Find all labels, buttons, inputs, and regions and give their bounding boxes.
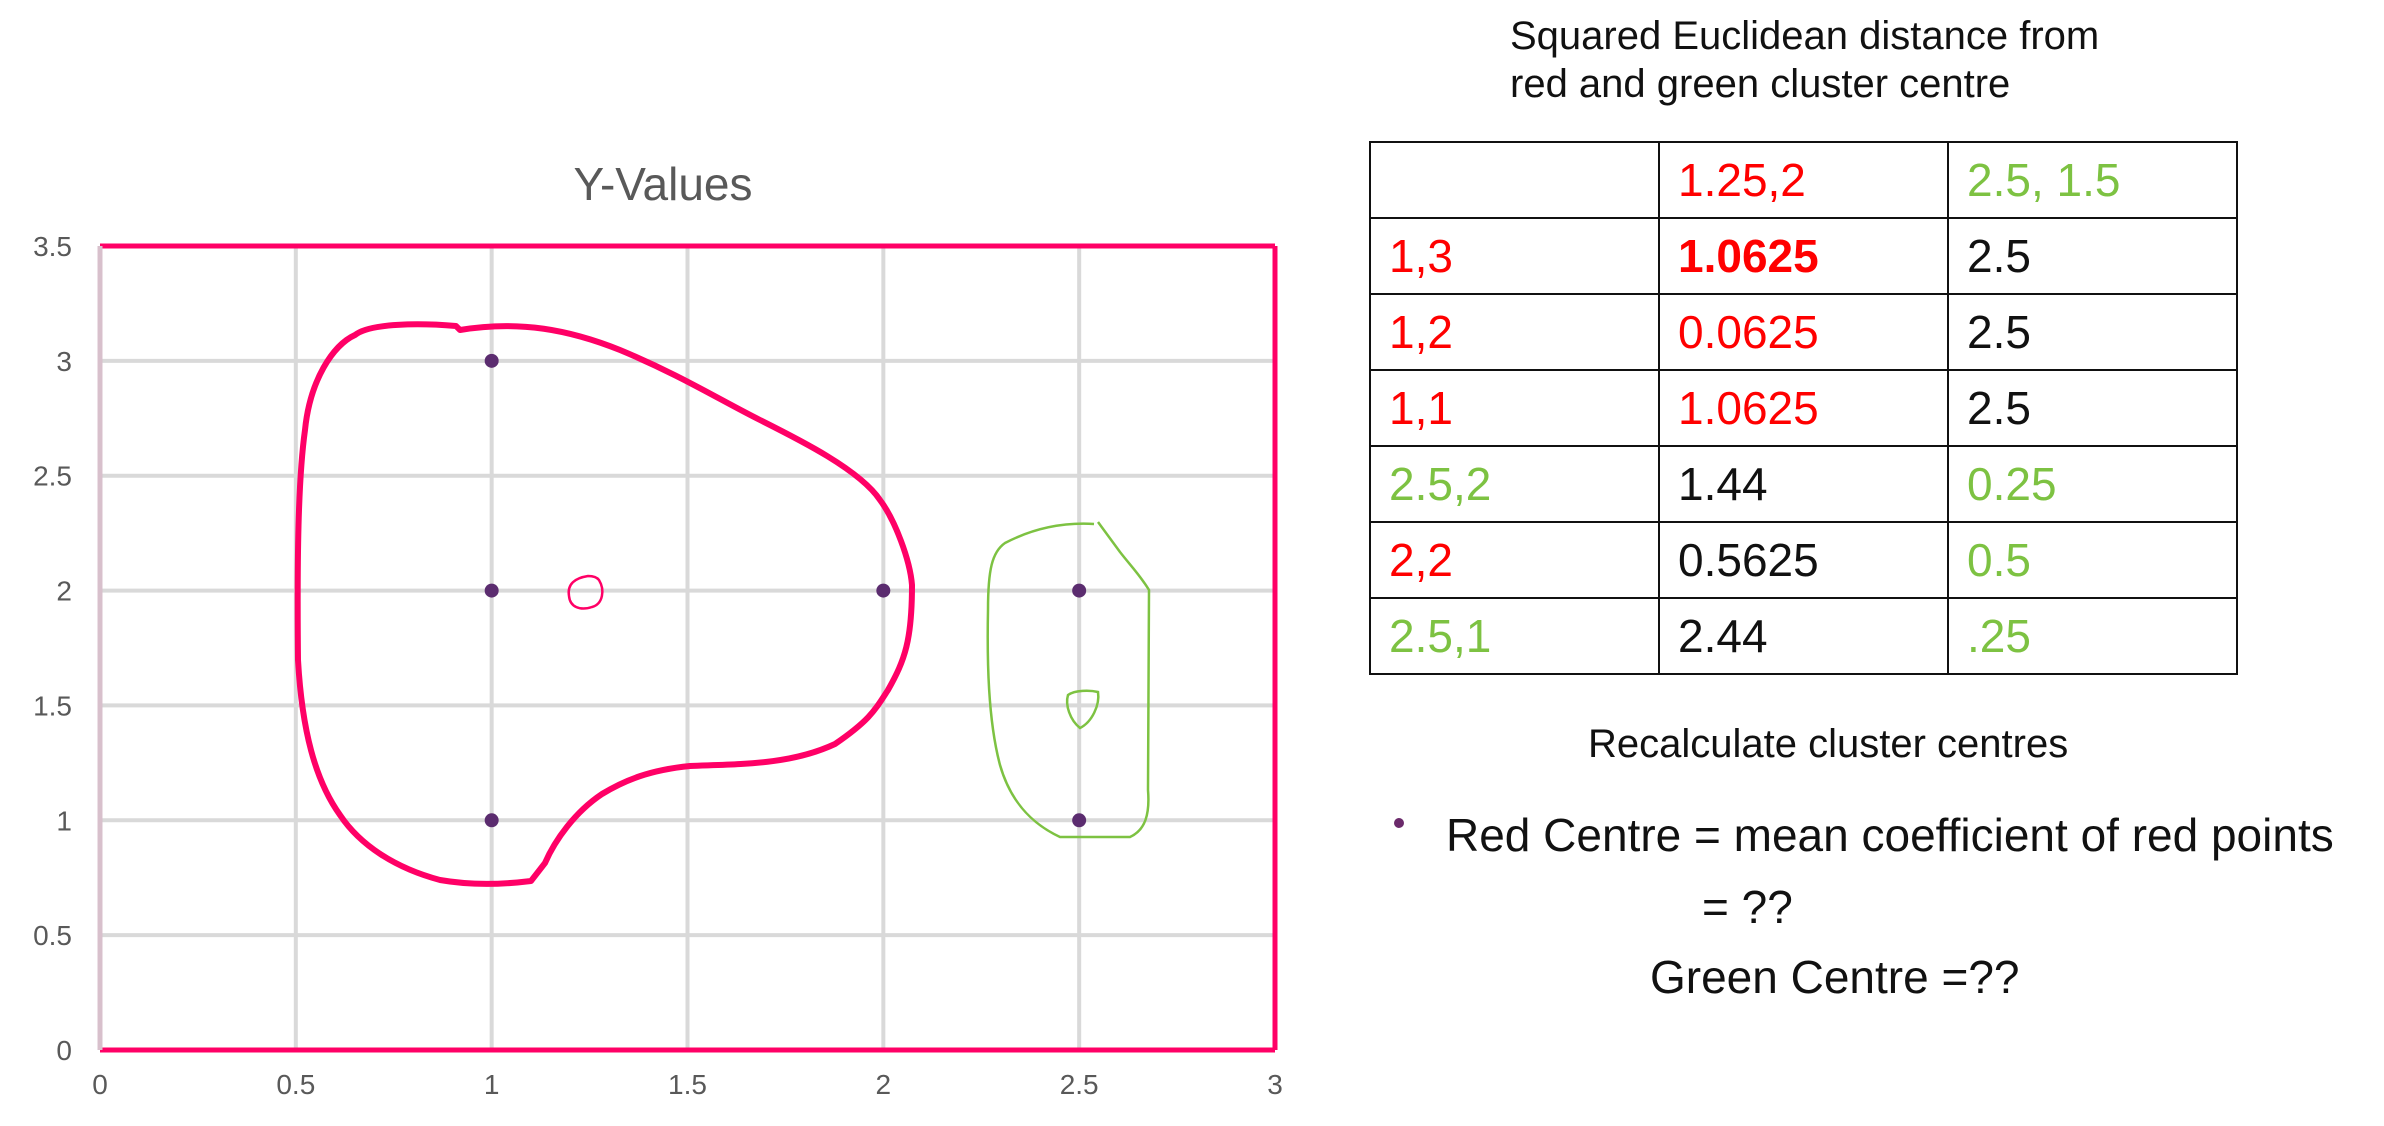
recalc-heading: Recalculate cluster centres [1588,722,2069,766]
table-cell: 1.0625 [1658,217,1949,295]
data-point [1072,813,1087,828]
data-point [876,583,891,598]
table-row: 2.5,2 1.44 0.25 [1369,445,2238,523]
y-tick-label: 2.5 [33,461,72,492]
table-cell: 1.44 [1658,445,1949,523]
x-tick-label: 1 [484,1069,500,1100]
cluster-annotations [294,321,1151,887]
table-cell: 2.5,1 [1369,597,1660,675]
y-tick-label: 3 [56,346,72,377]
table-cell: 0.25 [1947,445,2238,523]
table-row: 1.25,2 2.5, 1.5 [1369,141,2238,219]
red-centre-line: Red Centre = mean coefficient of red poi… [1446,809,2334,861]
table-row: 1,2 0.0625 2.5 [1369,293,2238,371]
table-cell: 2.5,2 [1369,445,1660,523]
table-cell: 0.5625 [1658,521,1949,599]
table-cell: 2.5 [1947,217,2238,295]
scatter-chart: Y-Values 0 0.5 1 1.5 2 2.5 3 0 0.5 1 1.5 2 2.5 3 3.5 [33,158,1283,1100]
axis-ticks: 0 0.5 1 1.5 2 2.5 3 0 0.5 1 1.5 2 2.5 3 3.5 [33,231,1283,1100]
table-row: 1,3 1.0625 2.5 [1369,217,2238,295]
table-heading: Squared Euclidean distance from red and … [1510,12,2099,108]
table-heading-line-2: red and green cluster centre [1510,62,2011,106]
red-centre-mark [567,574,604,610]
x-tick-label: 1.5 [668,1069,707,1100]
table-cell: 1.0625 [1658,369,1949,447]
x-tick-label: 3 [1267,1069,1283,1100]
table-row: 2,2 0.5625 0.5 [1369,521,2238,599]
green-centre-line: Green Centre =?? [1650,951,2020,1003]
y-tick-label: 1 [56,805,72,836]
data-point [1072,583,1087,598]
red-centre-result: = ?? [1702,881,1793,933]
data-point [484,353,499,368]
data-points [484,353,1087,828]
table-row: 2.5,1 2.44.25 [1369,597,2238,675]
table-cell: .25 [1947,597,2238,675]
bullet-dot [1394,818,1404,828]
table-cell: 2.5 [1947,293,2238,371]
red-cluster-outline [294,321,915,887]
data-point [484,813,499,828]
data-point [484,583,499,598]
x-tick-label: 2.5 [1060,1069,1099,1100]
table-cell: 1,1 [1369,369,1660,447]
green-cluster-outline [986,521,1151,839]
chart-frame [97,243,1278,1053]
table-row: 1,1 1.0625 2.5 [1369,369,2238,447]
table-cell: 1,2 [1369,293,1660,371]
y-tick-label: 0 [56,1035,72,1066]
y-tick-label: 3.5 [33,231,72,262]
table-cell: 2,2 [1369,521,1660,599]
y-tick-label: 1.5 [33,690,72,721]
table-cell: 2.5 [1947,369,2238,447]
table-cell: 0.0625 [1658,293,1949,371]
table-cell: 1,3 [1369,217,1660,295]
x-tick-label: 2 [876,1069,892,1100]
table-cell [1369,141,1660,219]
x-tick-label: 0 [92,1069,108,1100]
chart-title: Y-Values [573,158,752,210]
y-tick-label: 0.5 [33,920,72,951]
grid-lines [98,244,1277,1052]
green-centre-mark [1065,689,1100,730]
distance-table: 1.25,2 2.5, 1.5 1,3 1.0625 2.5 1,2 0.0625 2.5 1,… [1369,141,2238,675]
table-cell: 2.5, 1.5 [1947,141,2238,219]
table-heading-line-1: Squared Euclidean distance from [1510,14,2100,58]
y-tick-label: 2 [56,576,72,607]
table-cell: 1.25,2 [1658,141,1949,219]
x-tick-label: 0.5 [276,1069,315,1100]
table-cell: 2.44 [1658,597,1949,675]
table-cell: 0.5 [1947,521,2238,599]
